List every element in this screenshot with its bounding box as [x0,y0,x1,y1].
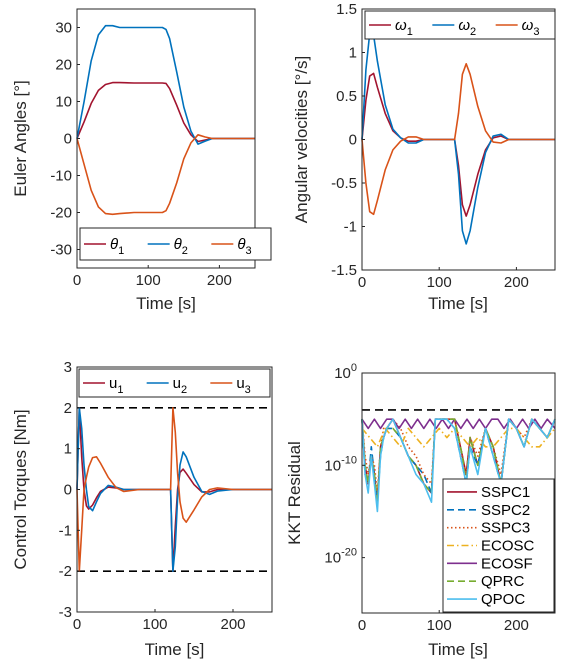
kkt-residual-lines [361,418,556,513]
y-tick-label: 20 [55,57,72,74]
y-tick-label: -1.5 [331,262,357,279]
control-torques-legend: u1 u2 u3 [78,368,271,398]
euler-angles-ylabel: Euler Angles [°] [11,80,30,196]
y-tick-label: 0 [64,482,72,499]
y-tick-label: -1 [344,219,357,236]
x-tick-label: 200 [504,274,529,291]
legend-label: ω3 [522,17,540,38]
x-tick-label: 200 [207,272,232,289]
euler-angles-xlabel: Time [s] [136,294,196,313]
euler-angles-lines [76,24,255,216]
y-tick-label: 2 [64,400,72,417]
x-tick-label: 100 [136,272,161,289]
angular-velocities-panel: 0 100 200 -1.5 -1 -0.5 0 0.5 1 1.5 Time [s] Angul… [292,1,556,313]
legend-label: u1 [109,375,123,396]
series-line [361,72,555,217]
control-torques-lines [76,406,272,573]
x-tick-label: 100 [142,616,167,633]
series-line [361,62,555,216]
control-torques-panel: 0 100 200 -3 -2 -1 0 1 2 3 Time [s] Control Torqu… [11,359,273,659]
series-line [76,406,272,573]
y-tick-label: -1 [59,522,72,539]
control-torques-limit-lines [77,407,272,572]
x-tick-label: 0 [358,274,366,291]
y-tick-label: -30 [50,242,72,259]
angular-velocities-lines [361,32,555,245]
y-tick-label: 30 [55,20,72,37]
angular-velocities-xlabel: Time [s] [428,294,488,313]
legend-label: QPOC [481,591,525,608]
legend-label: ECOSC [481,538,535,555]
series-line [361,427,556,448]
x-tick-label: 200 [220,616,245,633]
control-torques-xlabel: Time [s] [145,640,205,659]
kkt-residual-axes-box [361,372,556,614]
euler-angles-legend: θ1 θ2 θ3 [79,227,272,261]
y-tick-label: -2 [59,563,72,580]
y-tick-label: -0.5 [331,175,357,192]
angular-velocities-legend: ω1 ω2 ω3 [364,10,556,40]
x-tick-label: 0 [73,272,81,289]
legend-label: QPRC [481,573,525,590]
legend-label: u3 [236,375,250,396]
y-tick-label: 0.5 [336,88,357,105]
legend-box [78,368,271,398]
y-tick-label: 10 [55,94,72,111]
series-line [361,418,556,430]
series-line [76,81,255,143]
legend-label: ω1 [395,17,413,38]
series-line [76,24,255,145]
legend-label: ECOSF [481,555,533,572]
control-torques-ylabel: Control Torques [Nm] [11,409,30,569]
y-tick-label: 10-20 [324,547,357,567]
legend-label: θ1 [110,236,124,257]
series-line [361,32,555,245]
y-tick-label: 100 [334,362,357,382]
legend-label: ω2 [458,17,476,38]
y-tick-label: 1.5 [336,1,357,18]
legend-label: SSPC1 [481,484,530,501]
y-tick-label: -10 [50,168,72,185]
euler-angles-ticks: 0 100 200 -30 -20 -10 0 10 20 30 [50,20,232,290]
y-tick-label: 3 [64,359,72,376]
series-line [361,418,556,513]
legend-label: SSPC3 [481,520,530,537]
kkt-residual-panel: 0 100 200 10-20 10-10 100 Time [s] KKT Residu… [285,362,556,659]
y-tick-label: 0 [349,132,357,149]
x-tick-label: 100 [427,617,452,634]
x-tick-label: 100 [427,274,452,291]
euler-angles-panel: 0 100 200 -30 -20 -10 0 10 20 30 Time [s] Euler A… [11,8,272,313]
y-tick-label: 1 [64,441,72,458]
control-torques-ticks: 0 100 200 -3 -2 -1 0 1 2 3 [59,359,246,633]
legend-label: SSPC2 [481,502,530,519]
legend-label: u2 [173,375,187,396]
angular-velocities-ylabel: Angular velocities [°/s] [292,56,311,223]
y-tick-label: -20 [50,205,72,222]
angular-velocities-ticks: 0 100 200 -1.5 -1 -0.5 0 0.5 1 1.5 [331,1,529,291]
series-line [76,134,255,216]
x-tick-label: 0 [358,617,366,634]
y-tick-label: -3 [59,604,72,621]
kkt-residual-ylabel: KKT Residual [285,441,304,545]
y-tick-label: 10-10 [324,454,357,474]
legend-box [364,10,556,40]
legend-label: θ2 [174,236,188,257]
legend-box [79,227,272,261]
legend-label: θ3 [237,236,251,257]
x-tick-label: 0 [73,616,81,633]
kkt-residual-xlabel: Time [s] [428,640,488,659]
y-tick-label: 0 [64,131,72,148]
x-tick-label: 200 [504,617,529,634]
y-tick-label: 1 [349,45,357,62]
